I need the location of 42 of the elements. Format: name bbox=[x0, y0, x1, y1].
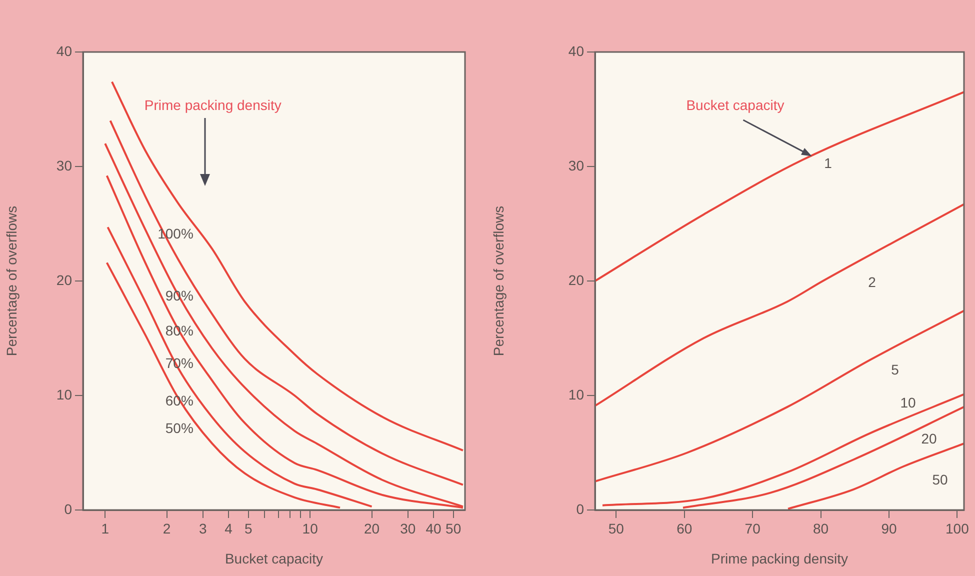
x-tick-label: 90 bbox=[881, 520, 897, 536]
annotation: Bucket capacity bbox=[686, 96, 784, 113]
x-axis-title: Bucket capacity bbox=[224, 550, 324, 566]
series-label: 20 bbox=[921, 430, 937, 446]
y-axis-title: Percentage of overflows bbox=[490, 206, 506, 356]
x-tick-label: 70 bbox=[744, 520, 761, 536]
series-label: 50% bbox=[165, 420, 194, 436]
x-tick-label: 5 bbox=[244, 520, 252, 536]
x-tick-label: 30 bbox=[400, 520, 416, 536]
series-label: 2 bbox=[868, 274, 876, 290]
line-series bbox=[595, 203, 964, 407]
line-series bbox=[787, 442, 964, 510]
y-tick-label: 0 bbox=[576, 500, 584, 517]
x-tick-label: 80 bbox=[812, 520, 829, 536]
x-axis-title: Prime packing density bbox=[711, 550, 848, 566]
x-tick-label: 50 bbox=[446, 520, 462, 536]
y-tick-label: 30 bbox=[568, 157, 584, 174]
y-tick-label: 10 bbox=[56, 386, 72, 402]
y-tick-label: 30 bbox=[56, 157, 72, 174]
y-tick-label: 10 bbox=[568, 386, 584, 402]
y-tick-label: 40 bbox=[56, 42, 72, 59]
x-tick-label: 2 bbox=[162, 520, 171, 536]
y-tick-label: 20 bbox=[56, 272, 72, 288]
series-label: 50 bbox=[932, 472, 948, 488]
series-label: 10 bbox=[900, 394, 916, 410]
line-series bbox=[602, 393, 964, 506]
x-tick-label: 40 bbox=[426, 520, 442, 536]
y-tick-label: 0 bbox=[64, 500, 72, 517]
x-tick-label: 4 bbox=[224, 520, 233, 536]
x-tick-label: 20 bbox=[364, 520, 380, 536]
x-tick-label: 50 bbox=[608, 520, 624, 536]
y-tick-label: 20 bbox=[568, 272, 584, 288]
x-tick-label: 100 bbox=[946, 520, 970, 536]
x-tick-label: 1 bbox=[101, 520, 110, 536]
series-label: 5 bbox=[891, 362, 900, 378]
y-tick-label: 40 bbox=[568, 42, 584, 59]
annotation: Prime packing density bbox=[144, 96, 282, 113]
x-tick-label: 3 bbox=[199, 520, 208, 536]
y-axis-title: Percentage of overflows bbox=[3, 206, 20, 356]
x-tick-label: 10 bbox=[302, 520, 318, 536]
x-tick-label: 60 bbox=[676, 520, 692, 536]
series-label: 1 bbox=[824, 155, 832, 172]
